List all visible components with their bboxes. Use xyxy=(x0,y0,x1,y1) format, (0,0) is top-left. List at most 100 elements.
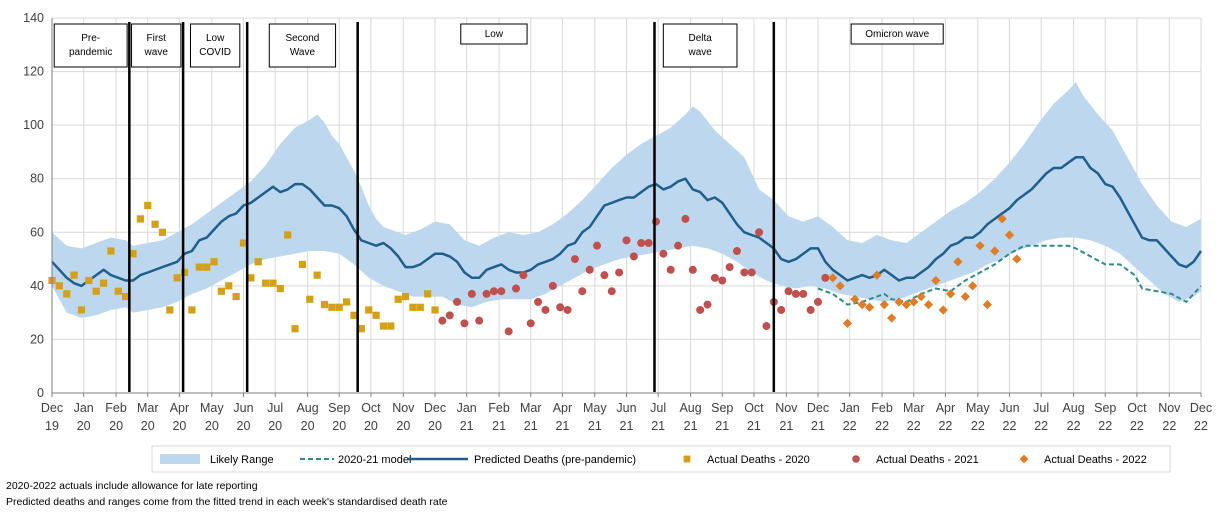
x-tick-month: Feb xyxy=(105,401,127,415)
data-point xyxy=(923,300,934,310)
data-point xyxy=(814,297,822,306)
data-point xyxy=(879,300,889,310)
data-point xyxy=(482,289,491,298)
data-point xyxy=(909,297,919,307)
phase-label: Low xyxy=(485,29,504,40)
data-point xyxy=(144,201,152,210)
predicted-deaths-line xyxy=(51,156,1203,288)
data-point xyxy=(166,306,174,314)
x-tick-month: Nov xyxy=(1158,401,1181,415)
data-point xyxy=(968,281,978,291)
x-tick-month: Sep xyxy=(328,401,350,415)
x-tick-year: 20 xyxy=(109,419,123,433)
data-point xyxy=(343,298,351,306)
phase-label: First xyxy=(146,33,166,44)
data-point xyxy=(784,287,793,296)
x-tick-year: 22 xyxy=(938,419,952,433)
legend-swatch-range xyxy=(160,454,200,464)
data-point xyxy=(320,301,329,309)
data-point xyxy=(158,228,167,236)
data-point xyxy=(916,291,926,302)
x-tick-year: 20 xyxy=(332,419,346,433)
x-tick-year: 20 xyxy=(205,419,219,433)
gridlines xyxy=(51,17,1202,394)
data-point xyxy=(953,257,963,267)
data-point xyxy=(232,292,240,301)
data-point xyxy=(445,311,454,320)
data-point xyxy=(563,305,572,314)
x-tick-year: 22 xyxy=(1130,419,1144,433)
phase-box xyxy=(460,23,528,45)
data-point xyxy=(247,274,255,282)
data-point xyxy=(122,292,130,301)
series-lines xyxy=(51,156,1203,306)
x-tick-month: Mar xyxy=(520,401,542,415)
x-tick-year: 22 xyxy=(1162,419,1176,433)
x-tick-year: 20 xyxy=(237,419,251,433)
legend-label: Actual Deaths - 2022 xyxy=(1044,454,1147,466)
phase-label: Second xyxy=(285,33,319,44)
data-point xyxy=(975,241,985,251)
phase-box xyxy=(131,23,182,68)
x-tick-month: Nov xyxy=(775,401,798,415)
data-point xyxy=(755,228,764,237)
x-tick-month: Jan xyxy=(74,401,94,415)
phase-label: Pre- xyxy=(81,33,100,44)
data-point xyxy=(777,305,786,314)
data-point xyxy=(188,306,196,314)
x-tick-year: 21 xyxy=(524,419,538,433)
data-point xyxy=(63,290,71,298)
data-point xyxy=(210,258,218,266)
x-tick-year: 20 xyxy=(396,419,410,433)
data-point xyxy=(497,287,506,296)
data-point xyxy=(136,215,144,223)
x-tick-year: 21 xyxy=(492,419,506,433)
data-point xyxy=(328,303,336,311)
x-tick-year: 20 xyxy=(301,419,315,433)
data-point xyxy=(997,214,1007,224)
data-point xyxy=(607,287,616,296)
data-point xyxy=(70,271,78,279)
data-point xyxy=(269,279,277,287)
data-point xyxy=(960,291,970,302)
x-tick-year: 22 xyxy=(1034,419,1048,433)
data-point xyxy=(681,214,690,223)
x-tick-month: Aug xyxy=(679,401,701,415)
data-point xyxy=(990,246,1000,256)
data-point xyxy=(254,258,262,266)
x-tick-year: 20 xyxy=(364,419,378,433)
x-tick-month: Feb xyxy=(871,401,893,415)
phase-label: wave xyxy=(687,47,712,58)
data-point xyxy=(835,281,845,291)
x-tick-month: Jul xyxy=(1033,401,1049,415)
x-tick-year: 22 xyxy=(1098,419,1112,433)
data-point xyxy=(593,241,602,250)
data-point xyxy=(438,316,447,325)
data-point xyxy=(864,302,875,312)
x-tick-year: 22 xyxy=(843,419,857,433)
y-tick-label: 20 xyxy=(30,332,44,346)
data-point xyxy=(747,268,756,277)
phase-box xyxy=(662,23,738,68)
x-tick-year: 21 xyxy=(747,419,761,433)
data-point xyxy=(982,300,993,310)
x-tick-month: Jun xyxy=(233,401,253,415)
data-point xyxy=(335,303,343,311)
data-point xyxy=(806,305,815,314)
data-point xyxy=(261,279,270,287)
data-point xyxy=(129,250,137,258)
y-tick-label: 60 xyxy=(30,225,44,239)
data-point xyxy=(1012,254,1022,264)
x-tick-month: Dec xyxy=(41,401,63,415)
likely-range-area xyxy=(52,82,1201,318)
phase-label: wave xyxy=(144,47,169,58)
data-point xyxy=(526,319,535,328)
x-tick-year: 21 xyxy=(555,419,569,433)
legend-label: Actual Deaths - 2020 xyxy=(707,454,810,466)
data-point xyxy=(114,287,122,295)
data-point xyxy=(548,281,557,290)
data-point xyxy=(872,270,882,280)
phase-dividers xyxy=(128,22,776,392)
scatter-markers xyxy=(48,201,1022,336)
